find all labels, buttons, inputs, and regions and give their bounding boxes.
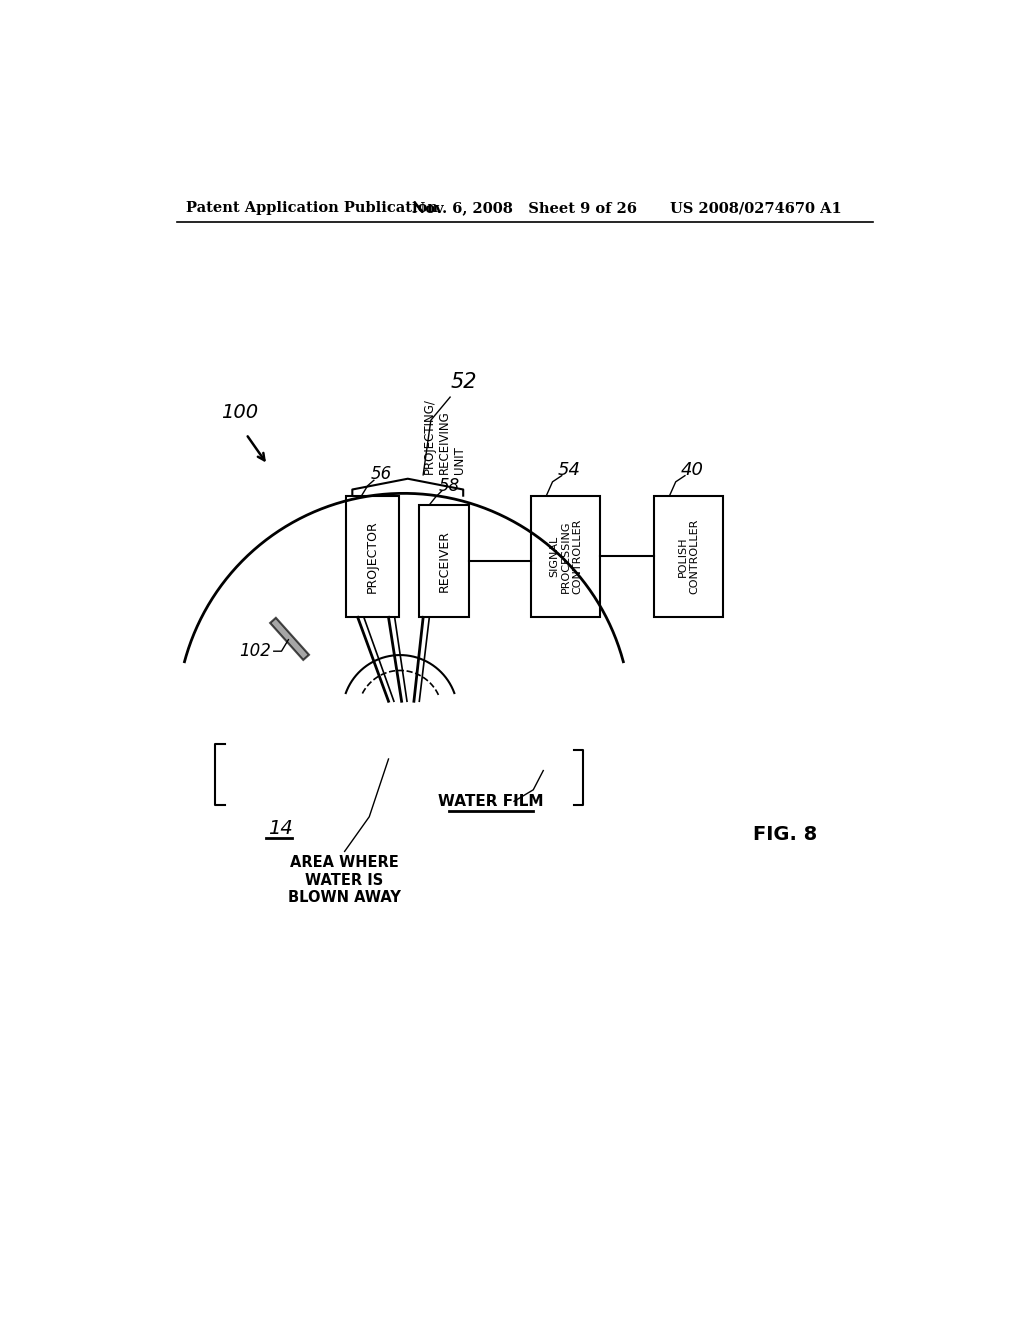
Bar bbox=[419, 506, 469, 616]
Bar bbox=[654, 496, 724, 618]
Text: 100: 100 bbox=[221, 403, 258, 422]
Text: RECEIVER: RECEIVER bbox=[438, 529, 451, 591]
Text: 54: 54 bbox=[558, 461, 581, 479]
Text: 40: 40 bbox=[681, 461, 705, 479]
Text: 102: 102 bbox=[240, 643, 271, 660]
Text: POLISH
CONTROLLER: POLISH CONTROLLER bbox=[678, 519, 699, 594]
Text: 58: 58 bbox=[438, 477, 460, 495]
Text: 14: 14 bbox=[267, 818, 293, 838]
Text: 52: 52 bbox=[451, 372, 476, 392]
Text: PROJECTING/
RECEIVING
UNIT: PROJECTING/ RECEIVING UNIT bbox=[423, 399, 466, 474]
Bar bbox=[531, 496, 600, 618]
Text: Nov. 6, 2008   Sheet 9 of 26: Nov. 6, 2008 Sheet 9 of 26 bbox=[412, 202, 637, 215]
Text: PROJECTOR: PROJECTOR bbox=[366, 520, 379, 593]
Text: 56: 56 bbox=[371, 465, 392, 483]
Bar bbox=[346, 496, 398, 618]
Polygon shape bbox=[270, 618, 309, 660]
Text: SIGNAL
PROCESSING
CONTROLLER: SIGNAL PROCESSING CONTROLLER bbox=[549, 519, 583, 594]
Text: WATER FILM: WATER FILM bbox=[438, 793, 544, 809]
Text: US 2008/0274670 A1: US 2008/0274670 A1 bbox=[670, 202, 842, 215]
Text: FIG. 8: FIG. 8 bbox=[753, 825, 817, 843]
Text: Patent Application Publication: Patent Application Publication bbox=[186, 202, 438, 215]
Text: AREA WHERE
WATER IS
BLOWN AWAY: AREA WHERE WATER IS BLOWN AWAY bbox=[288, 855, 401, 906]
